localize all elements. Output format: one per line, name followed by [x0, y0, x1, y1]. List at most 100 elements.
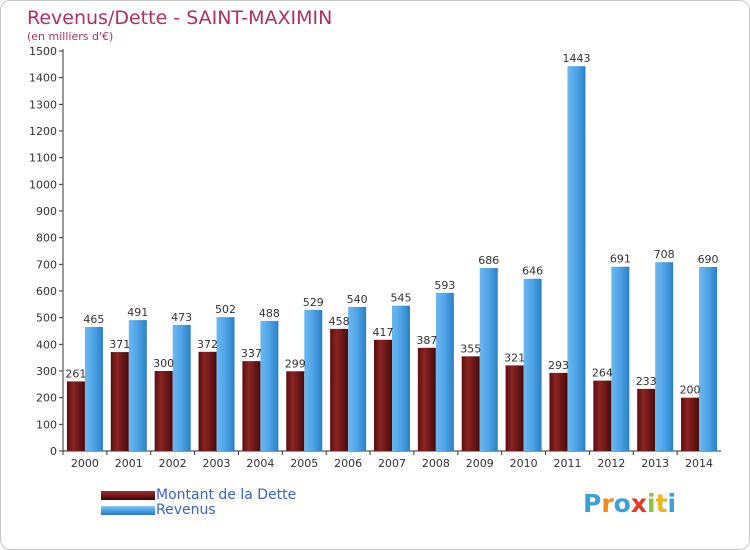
- data-label-debt: 337: [241, 347, 262, 360]
- data-label-debt: 293: [548, 359, 569, 372]
- data-label-revenue: 465: [83, 313, 104, 326]
- bar-debt[interactable]: [110, 352, 129, 451]
- bar-debt[interactable]: [505, 365, 524, 451]
- logo-letter: o: [613, 489, 631, 518]
- legend-swatch-revenue: [101, 506, 155, 515]
- bar-revenue[interactable]: [84, 327, 103, 451]
- logo-letter: i: [667, 489, 677, 518]
- bar-revenue[interactable]: [699, 267, 718, 451]
- x-tick-label: 2010: [510, 457, 538, 470]
- bar-revenue[interactable]: [172, 324, 191, 451]
- proxiti-logo[interactable]: Proxiti: [583, 489, 676, 518]
- y-tick-label: 500: [36, 312, 57, 325]
- y-tick-label: 1500: [29, 45, 57, 58]
- x-tick-label: 2014: [685, 457, 713, 470]
- bar-debt[interactable]: [681, 397, 700, 451]
- y-tick-label: 1400: [29, 72, 57, 85]
- logo-letter: x: [630, 489, 647, 518]
- y-tick-label: 900: [36, 205, 57, 218]
- data-label-debt: 321: [504, 351, 525, 364]
- data-label-debt: 261: [65, 367, 86, 380]
- y-tick-label: 200: [36, 392, 57, 405]
- bar-debt[interactable]: [330, 328, 349, 451]
- x-tick-label: 2003: [203, 457, 231, 470]
- bar-revenue[interactable]: [479, 268, 498, 451]
- logo-letter: P: [583, 489, 602, 518]
- x-tick-label: 2001: [115, 457, 143, 470]
- bar-debt[interactable]: [593, 380, 612, 451]
- x-tick-label: 2009: [466, 457, 494, 470]
- data-label-revenue: 686: [478, 254, 499, 267]
- bar-debt[interactable]: [154, 371, 173, 451]
- legend-swatch-debt: [101, 491, 155, 500]
- logo-letter: t: [655, 489, 668, 518]
- y-tick-label: 600: [36, 285, 57, 298]
- data-label-revenue: 691: [610, 253, 631, 266]
- legend-label-revenue: Revenus: [156, 502, 216, 518]
- bar-revenue[interactable]: [567, 66, 586, 451]
- legend-label-debt: Montant de la Dette: [156, 487, 297, 503]
- y-tick-label: 100: [36, 418, 57, 431]
- data-label-debt: 300: [153, 357, 174, 370]
- y-tick-label: 0: [50, 445, 57, 458]
- bar-revenue[interactable]: [260, 320, 279, 451]
- data-label-revenue: 529: [303, 296, 324, 309]
- bar-debt[interactable]: [198, 351, 217, 451]
- bar-revenue[interactable]: [392, 305, 410, 451]
- bar-revenue[interactable]: [128, 320, 147, 451]
- chart-subtitle: (en milliers d'€): [27, 30, 114, 43]
- bar-revenue[interactable]: [435, 292, 454, 451]
- data-label-revenue: 545: [391, 292, 412, 305]
- data-label-revenue: 708: [654, 248, 675, 261]
- data-label-revenue: 540: [347, 293, 368, 306]
- x-tick-label: 2004: [246, 457, 274, 470]
- data-labels: 261 465 371 491 300 473 372 502 337 488 299 529 458 5…: [65, 52, 718, 396]
- bar-revenue[interactable]: [348, 307, 367, 451]
- data-label-revenue: 502: [215, 303, 236, 316]
- bar-debt[interactable]: [242, 361, 261, 451]
- data-label-debt: 458: [329, 315, 350, 328]
- logo-letter: r: [601, 489, 614, 518]
- data-label-debt: 372: [197, 338, 218, 351]
- chart-title: Revenus/Dette - SAINT-MAXIMIN: [27, 7, 333, 29]
- bar-revenue[interactable]: [611, 266, 630, 451]
- x-tick-label: 2008: [422, 457, 450, 470]
- bar-debt[interactable]: [374, 339, 392, 451]
- x-tick-label: 2013: [641, 457, 669, 470]
- x-tick-label: 2012: [597, 457, 625, 470]
- bar-debt[interactable]: [637, 388, 656, 451]
- data-label-debt: 233: [636, 375, 657, 388]
- bar-debt[interactable]: [66, 381, 85, 451]
- data-label-revenue: 473: [171, 311, 192, 324]
- y-tick-label: 800: [36, 232, 57, 245]
- bars: [66, 66, 718, 451]
- bar-revenue[interactable]: [523, 278, 542, 451]
- data-label-debt: 371: [109, 338, 130, 351]
- bar-debt[interactable]: [461, 356, 480, 451]
- bar-revenue[interactable]: [304, 309, 323, 451]
- data-label-revenue: 1443: [562, 52, 590, 65]
- data-label-debt: 417: [373, 326, 394, 339]
- x-tick-label: 2000: [71, 457, 99, 470]
- y-tick-label: 300: [36, 365, 57, 378]
- x-tick-label: 2005: [290, 457, 318, 470]
- data-label-debt: 355: [460, 342, 481, 355]
- data-label-revenue: 593: [434, 279, 455, 292]
- x-tick-label: 2011: [553, 457, 581, 470]
- data-label-revenue: 491: [127, 306, 148, 319]
- bar-debt[interactable]: [417, 347, 436, 451]
- y-tick-label: 1100: [29, 152, 57, 165]
- data-label-debt: 264: [592, 367, 613, 380]
- bar-revenue[interactable]: [216, 317, 235, 451]
- bar-debt[interactable]: [286, 371, 305, 451]
- bar-revenue[interactable]: [655, 262, 674, 451]
- x-tick-label: 2007: [378, 457, 406, 470]
- y-tick-label: 400: [36, 338, 57, 351]
- bar-debt[interactable]: [549, 372, 568, 451]
- data-label-debt: 387: [416, 334, 437, 347]
- y-tick-label: 700: [36, 258, 57, 271]
- data-label-revenue: 488: [259, 307, 280, 320]
- data-label-revenue: 646: [522, 265, 543, 278]
